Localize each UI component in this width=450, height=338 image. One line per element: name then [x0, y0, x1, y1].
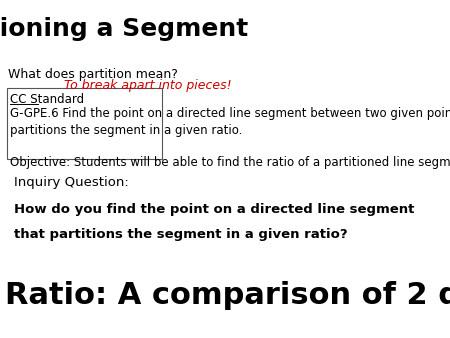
Text: To break apart into pieces!: To break apart into pieces! — [64, 79, 232, 92]
Text: CC Standard: CC Standard — [10, 93, 84, 106]
Text: Ratio: A comparison of 2 quantities.: Ratio: A comparison of 2 quantities. — [5, 281, 450, 310]
Text: Inquiry Question:: Inquiry Question: — [14, 176, 128, 189]
Text: G-GPE.6 Find the point on a directed line segment between two given points that: G-GPE.6 Find the point on a directed lin… — [10, 107, 450, 120]
Text: Partitioning a Segment: Partitioning a Segment — [0, 17, 248, 41]
Text: partitions the segment in a given ratio.: partitions the segment in a given ratio. — [10, 124, 243, 137]
FancyBboxPatch shape — [7, 88, 162, 159]
Text: How do you find the point on a directed line segment: How do you find the point on a directed … — [14, 203, 414, 216]
Text: that partitions the segment in a given ratio?: that partitions the segment in a given r… — [14, 228, 347, 241]
Text: Objective: Students will be able to find the ratio of a partitioned line segment: Objective: Students will be able to find… — [10, 156, 450, 169]
Text: What does partition mean?: What does partition mean? — [9, 68, 178, 80]
